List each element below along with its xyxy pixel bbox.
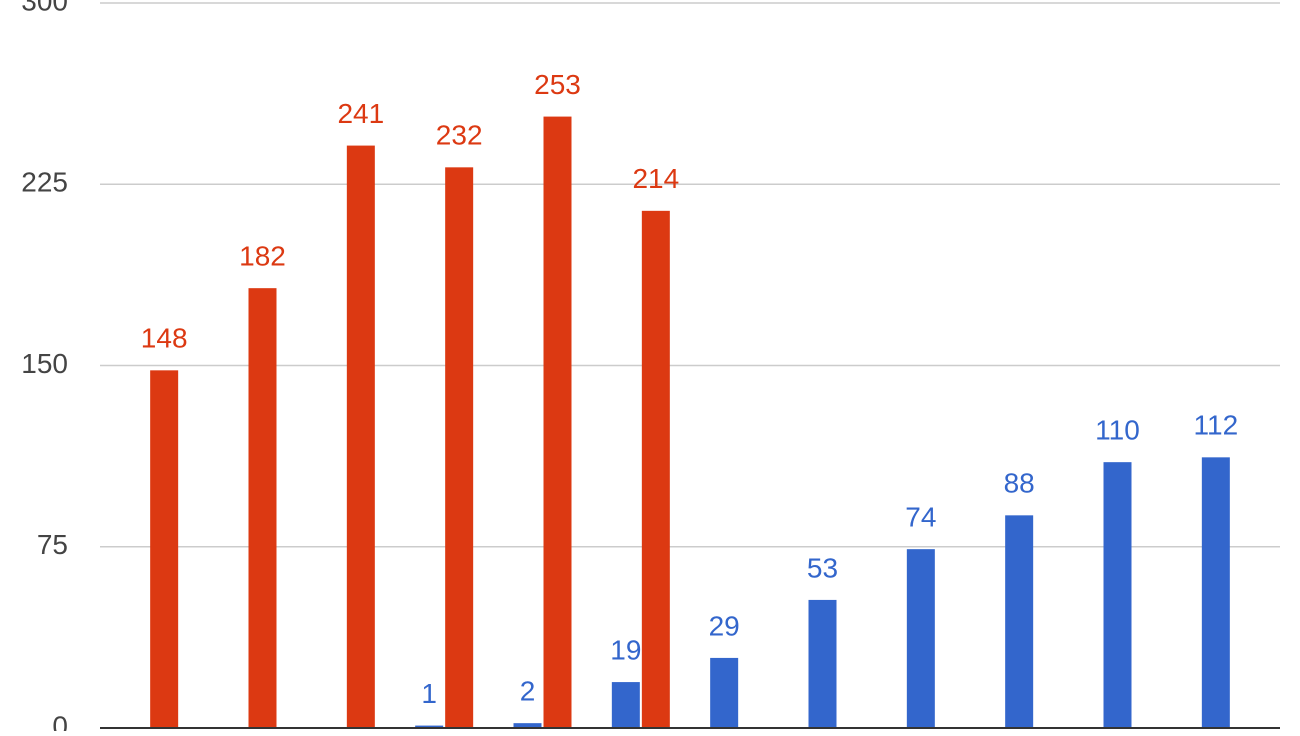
data-label: 88 [1004,468,1035,499]
data-label: 110 [1095,415,1140,446]
bar [248,288,277,728]
bar [808,599,837,728]
data-label: 253 [534,69,581,100]
bar [906,549,935,728]
bar [1103,462,1132,728]
data-label: 148 [141,323,188,354]
data-label: 53 [807,552,838,583]
y-tick-label: 150 [21,348,68,379]
bar [710,657,739,728]
bar [445,167,474,729]
data-label: 29 [709,610,740,641]
data-label: 19 [610,634,641,665]
bar [1005,515,1034,728]
data-label: 74 [905,502,936,533]
bar [346,145,375,729]
bar [150,370,179,728]
data-label: 2 [520,676,536,707]
data-label: 241 [337,98,384,129]
y-tick-label: 300 [21,0,68,16]
data-label: 214 [632,163,679,194]
data-label: 112 [1194,410,1239,441]
y-tick-label: 0 [52,710,68,731]
data-label: 232 [436,120,483,151]
y-tick-label: 225 [21,167,68,198]
bar [1201,457,1230,728]
bar [611,682,640,728]
data-label: 182 [239,241,286,272]
bar [543,116,572,729]
bar [641,210,670,729]
data-label: 1 [421,678,437,709]
y-tick-label: 75 [37,529,68,560]
bar [415,725,444,728]
bar [513,723,542,728]
